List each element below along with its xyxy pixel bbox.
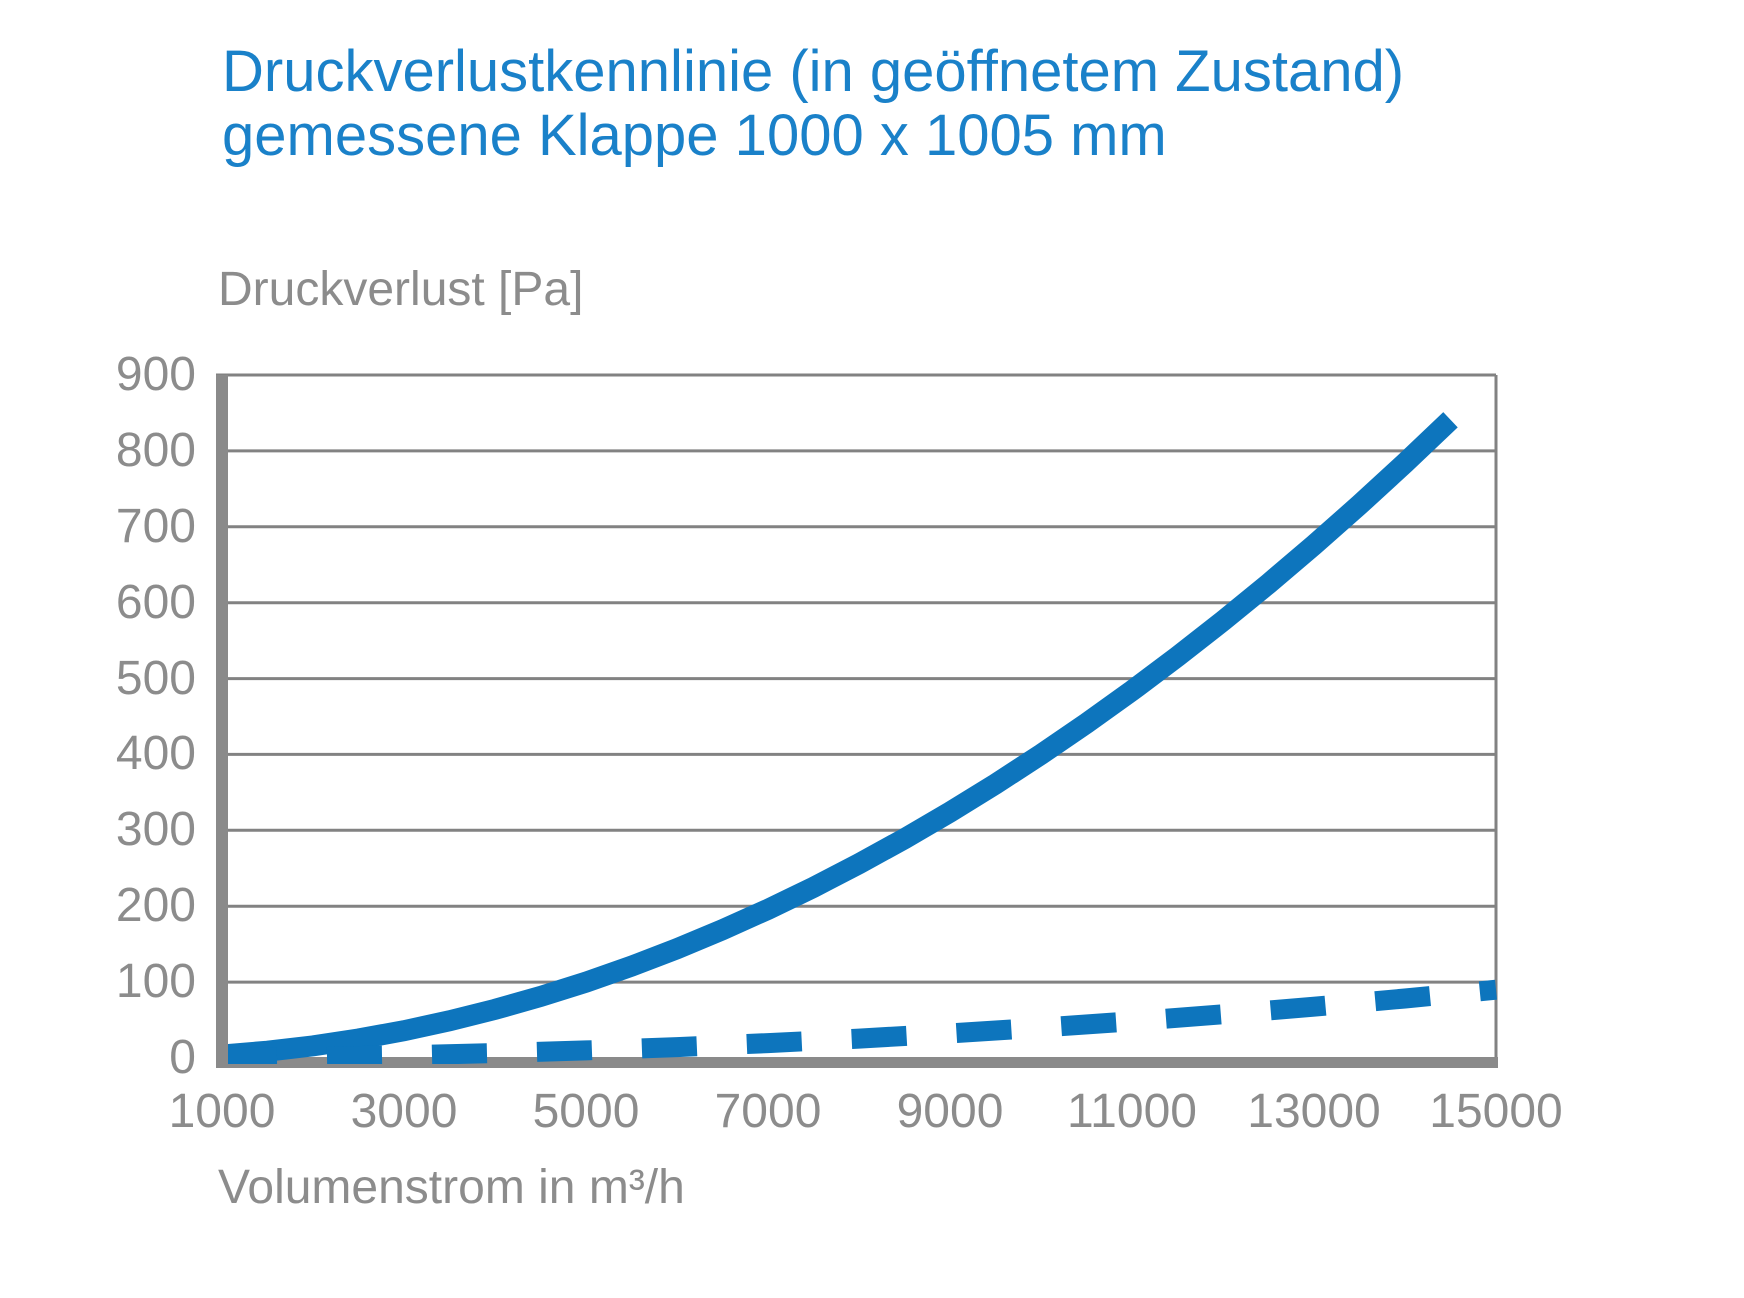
y-axis-bar: [216, 375, 228, 1068]
y-tick-label-300: 300: [115, 803, 196, 856]
y-tick-label-600: 600: [115, 576, 196, 629]
x-tick-label-1000: 1000: [168, 1085, 276, 1138]
y-tick-label-400: 400: [115, 727, 196, 780]
chart-title-line1: Druckverlustkennlinie (in geöffnetem Zus…: [222, 39, 1405, 104]
y-tick-label-900: 900: [115, 348, 196, 401]
chart-title-line2: gemessene Klappe 1000 x 1005 mm: [222, 103, 1167, 168]
y-tick-label-100: 100: [115, 955, 196, 1008]
y-axis-title: Druckverlust [Pa]: [218, 263, 584, 316]
solid-curve: [228, 412, 1458, 1064]
x-tick-label-11000: 11000: [1067, 1085, 1197, 1138]
x-tick-label-9000: 9000: [896, 1085, 1004, 1138]
x-tick-label-5000: 5000: [532, 1085, 640, 1138]
y-tick-label-500: 500: [115, 652, 196, 705]
y-tick-label-800: 800: [115, 424, 196, 477]
x-tick-label-13000: 13000: [1247, 1085, 1381, 1138]
y-tick-label-700: 700: [115, 500, 196, 553]
x-tick-label-3000: 3000: [350, 1085, 458, 1138]
x-tick-label-15000: 15000: [1429, 1085, 1563, 1138]
dashed-curve: [228, 979, 1497, 1064]
x-axis-title: Volumenstrom in m³/h: [218, 1161, 685, 1214]
x-axis-bar: [216, 1057, 1498, 1068]
x-tick-label-7000: 7000: [714, 1085, 822, 1138]
y-tick-label-200: 200: [115, 879, 196, 932]
y-tick-label-0: 0: [169, 1031, 196, 1084]
chart-title: Druckverlustkennlinie (in geöffnetem Zus…: [222, 40, 1404, 168]
